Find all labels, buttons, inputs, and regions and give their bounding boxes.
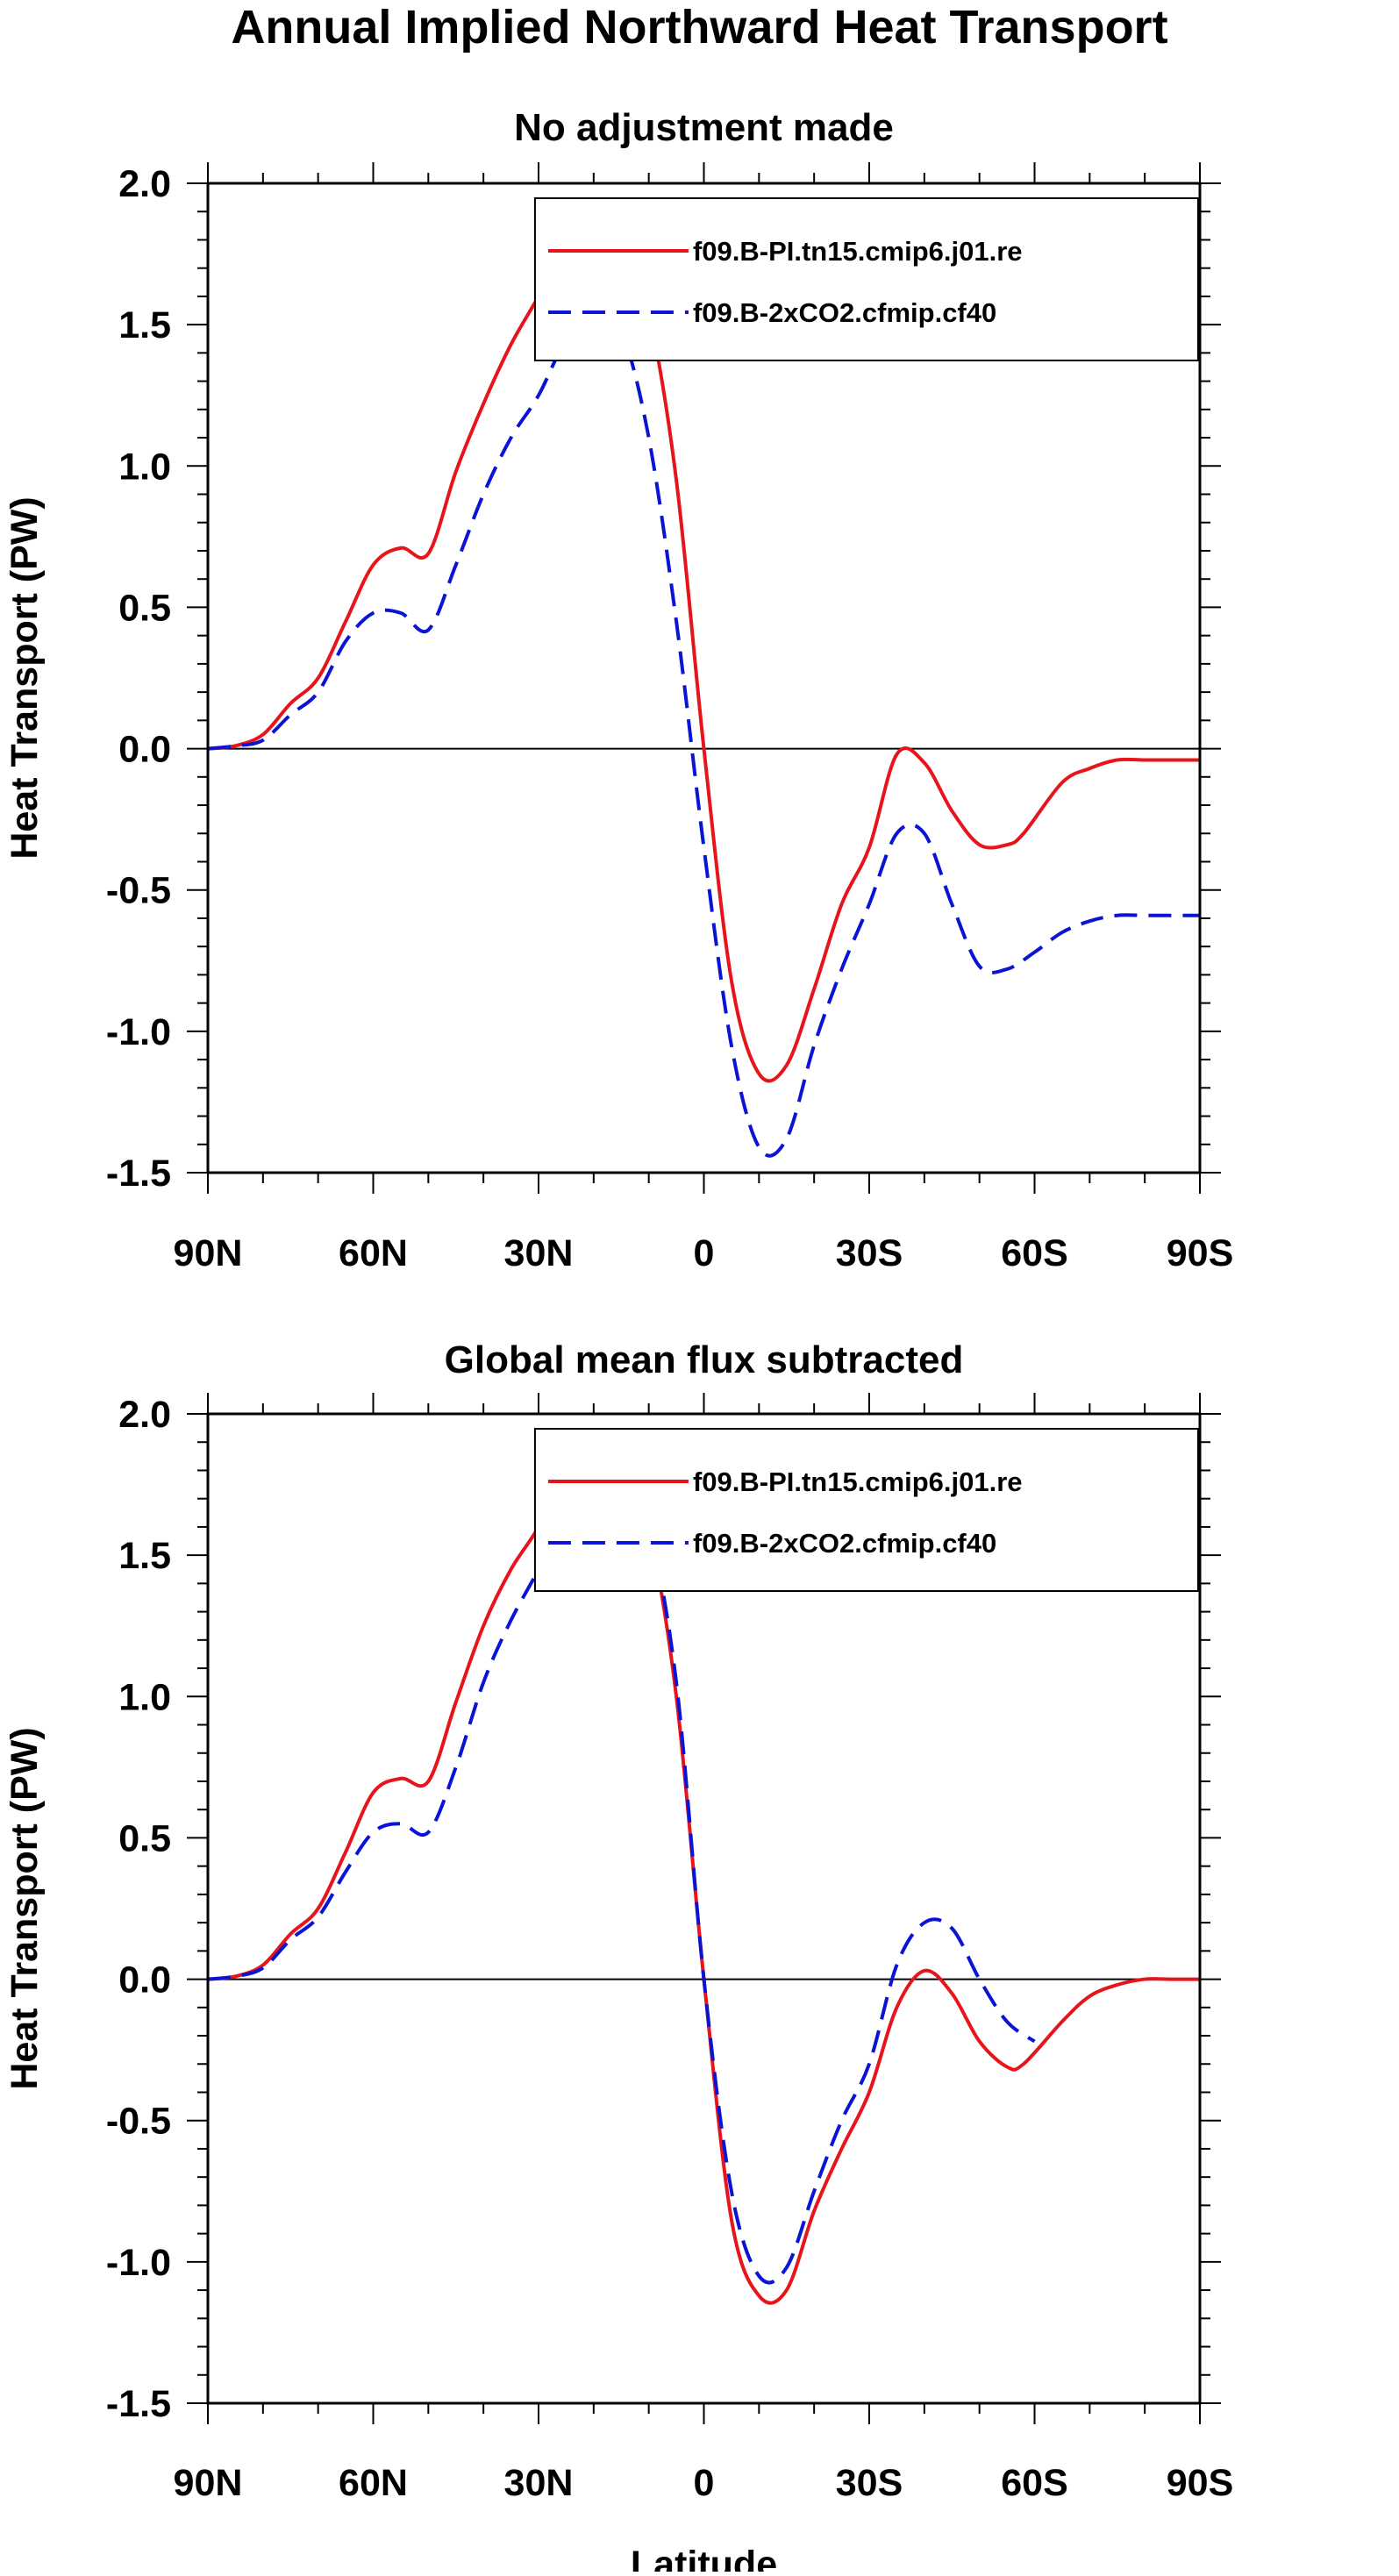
x-tick-label: 60S bbox=[1001, 1232, 1068, 1274]
x-tick-label: 90N bbox=[174, 1232, 243, 1274]
plot-frame bbox=[206, 182, 1202, 1174]
y-tick-label: 1.5 bbox=[118, 1535, 171, 1577]
chart-title: Global mean flux subtracted bbox=[445, 1338, 964, 1381]
y-tick-label: -1.0 bbox=[106, 1011, 171, 1053]
series-line-pi bbox=[208, 1430, 1200, 2305]
x-tick-label: 90S bbox=[1167, 2462, 1234, 2504]
chart-title: No adjustment made bbox=[514, 106, 894, 149]
y-tick-label: -1.0 bbox=[106, 2242, 171, 2284]
series-line-pi bbox=[208, 206, 1200, 1083]
legend-label: f09.B-PI.tn15.cmip6.j01.re bbox=[693, 236, 1023, 267]
x-tick-label: 90N bbox=[174, 2462, 243, 2504]
plot-frame bbox=[206, 1412, 1202, 2405]
legend-label: f09.B-2xCO2.cfmip.cf40 bbox=[693, 1528, 996, 1559]
x-tick-label: 30S bbox=[836, 1232, 903, 1274]
y-tick-label: 1.5 bbox=[118, 304, 171, 346]
y-axis-title: Heat Transport (PW) bbox=[4, 496, 46, 859]
x-tick-label: 30S bbox=[836, 2462, 903, 2504]
x-tick-label: 30N bbox=[504, 1232, 574, 1274]
y-tick-label: -0.5 bbox=[106, 870, 171, 912]
legend-label: f09.B-PI.tn15.cmip6.j01.re bbox=[693, 1466, 1023, 1497]
legend-box bbox=[533, 1428, 1199, 1592]
y-tick-label: -1.5 bbox=[106, 1152, 171, 1195]
x-axis-title: Latitude bbox=[631, 2544, 777, 2572]
y-tick-label: 2.0 bbox=[118, 163, 171, 205]
y-tick-label: -1.5 bbox=[106, 2383, 171, 2425]
y-tick-label: 2.0 bbox=[118, 1394, 171, 1436]
y-tick-label: 0.0 bbox=[118, 729, 171, 771]
x-tick-label: 60N bbox=[339, 2462, 408, 2504]
chart-1: No adjustment made 2.0 1.5 1.0 0.5 0.0 -0.5 -1.… bbox=[4, 106, 1233, 1274]
figure-title: Annual Implied Northward Heat Transport bbox=[231, 1, 1168, 54]
x-tick-label: 0 bbox=[694, 2462, 715, 2504]
chart-2: Global mean flux subtracted 2.0 1.5 1.0 0.5 0… bbox=[4, 1338, 1234, 2576]
y-axis-title: Heat Transport (PW) bbox=[4, 1727, 46, 2089]
legend-box bbox=[533, 197, 1199, 361]
x-tick-label: 60N bbox=[339, 1232, 408, 1274]
y-tick-label: 0.5 bbox=[118, 587, 171, 629]
legend-label: f09.B-2xCO2.cfmip.cf40 bbox=[693, 297, 996, 328]
x-tick-label: 30N bbox=[504, 2462, 574, 2504]
x-tick-label: 60S bbox=[1001, 2462, 1068, 2504]
y-tick-label: 0.5 bbox=[118, 1817, 171, 1859]
x-tick-label: 90S bbox=[1167, 1232, 1234, 1274]
y-tick-label: 1.0 bbox=[118, 446, 171, 488]
series-line-2xco2 bbox=[208, 303, 1200, 1158]
x-tick-label: 0 bbox=[694, 1232, 715, 1274]
y-tick-label: 0.0 bbox=[118, 1959, 171, 2002]
y-tick-label: -0.5 bbox=[106, 2101, 171, 2143]
y-tick-label: 1.0 bbox=[118, 1676, 171, 1718]
